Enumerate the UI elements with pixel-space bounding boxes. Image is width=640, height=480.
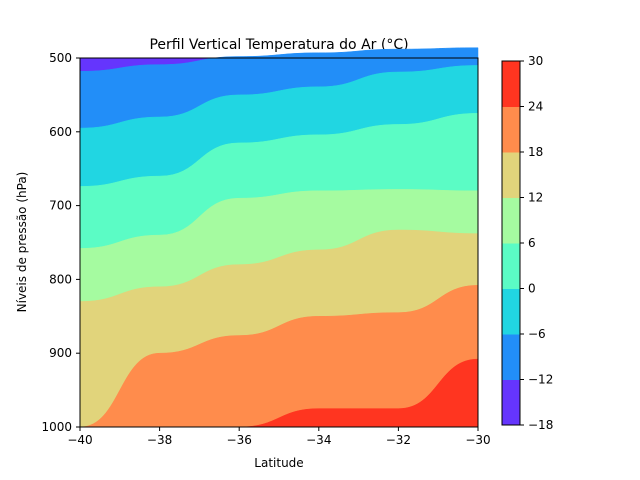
colorbar-segment [502,288,520,335]
y-tick-label: 500 [49,51,72,65]
y-axis-label: Níveis de pressão (hPa) [15,172,29,313]
colorbar-segment [502,197,520,244]
y-axis: 500 600 700 800 900 1000 [41,51,80,434]
x-tick-label: −32 [386,433,411,447]
colorbar-segment [502,152,520,198]
colorbar-segment [502,61,520,107]
x-axis: −40 −38 −36 −34 −32 −30 [67,427,491,447]
colorbar-tick-label: 18 [528,145,543,159]
colorbar-tick-label: 24 [528,100,543,114]
colorbar: −18 −12 −6 0 6 12 18 24 30 [501,54,553,432]
colorbar-tick-label: 30 [528,54,543,68]
y-tick-label: 900 [49,346,72,360]
y-tick-label: 800 [49,272,72,286]
colorbar-tick-label: 0 [528,282,536,296]
colorbar-segment [502,334,520,380]
colorbar-tick-label: −18 [528,418,553,432]
contour-band-18 [79,285,479,428]
y-tick-label: 700 [49,199,72,213]
plot-frame [79,57,479,428]
colorbar-tick-label: −12 [528,373,553,387]
colorbar-segment [502,106,520,153]
x-tick-label: −40 [67,433,92,447]
y-tick-label: 1000 [41,420,72,434]
x-tick-label: −30 [465,433,490,447]
colorbar-tick-label: 6 [528,236,536,250]
colorbar-segment [502,379,520,426]
x-axis-label: Latitude [254,456,303,470]
x-tick-label: −34 [306,433,331,447]
contour-fills [79,47,479,428]
chart-title: Perfil Vertical Temperatura do Ar (°C) [149,37,408,53]
y-tick-label: 600 [49,125,72,139]
x-tick-label: −38 [147,433,172,447]
colorbar-tick-label: −6 [528,327,546,341]
colorbar-tick-label: 12 [528,191,543,205]
x-tick-label: −36 [227,433,252,447]
colorbar-segment [502,243,520,289]
